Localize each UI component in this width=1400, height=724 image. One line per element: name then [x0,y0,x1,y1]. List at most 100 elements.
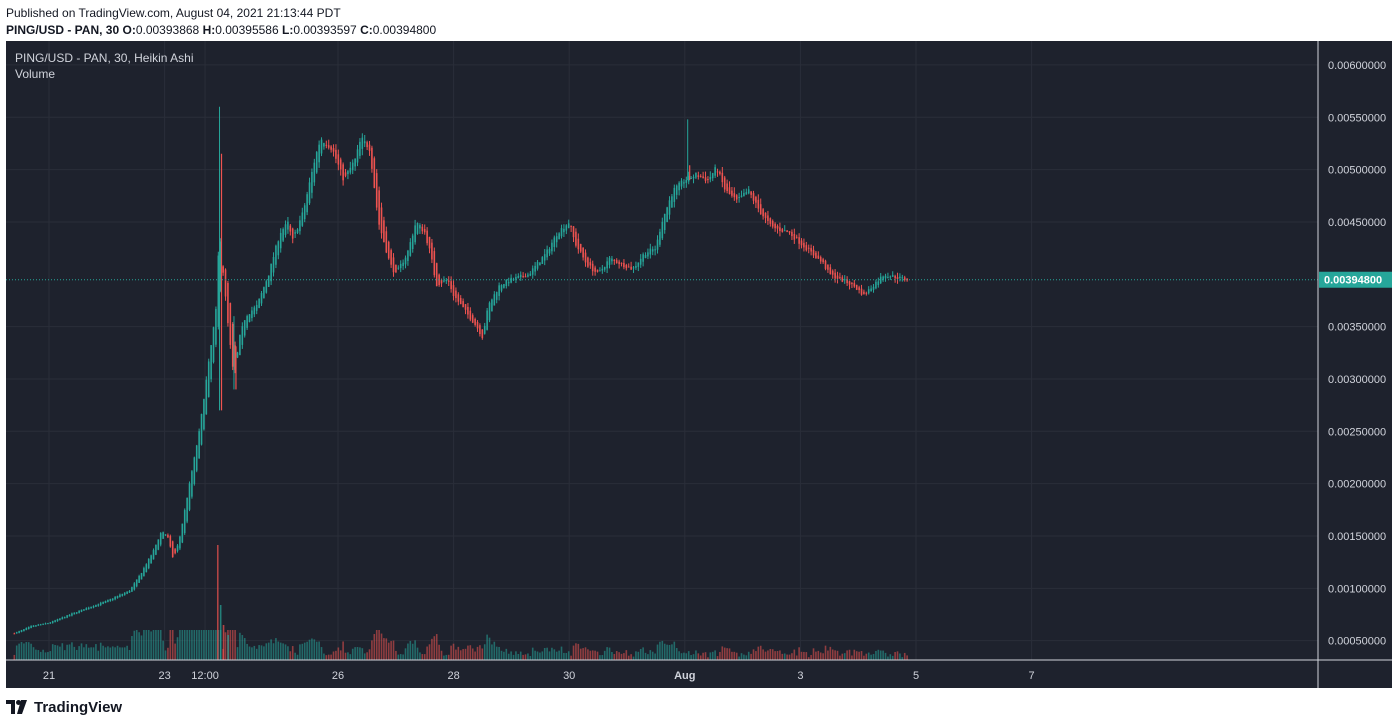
candle-body [42,623,44,625]
volume-bar [313,639,316,660]
candle-body [654,249,656,251]
volume-bar [663,643,666,660]
candle-body [27,626,30,630]
candle-body [284,224,287,235]
volume-bar [783,653,786,660]
candle-body [493,294,496,306]
volume-bar [793,649,796,660]
volume-bar [164,650,167,660]
candle-body [294,232,296,234]
volume-bar [303,642,306,660]
candle-body [762,209,764,217]
volume-bar [378,630,380,660]
volume-bar [519,651,522,660]
price-chart[interactable]: 0.00394800 0.00600000 0.00550000 0.0050000… [6,41,1392,688]
volume-bar [596,651,599,660]
legend-volume: Volume [15,67,55,81]
candle-body [210,345,212,380]
candle-body [18,631,20,633]
volume-bar [541,651,544,660]
candle-body [229,303,232,345]
candle-body [599,270,601,272]
candle-body [517,275,520,279]
volume-bar [644,652,647,660]
candle-body [481,329,484,339]
candle-body [858,287,860,291]
volume-bar [824,645,827,660]
volume-bar [167,647,169,660]
volume-bar [327,654,330,660]
candle-body [102,601,104,604]
candle-body [572,226,575,238]
volume-bar [85,644,88,660]
candle-body [116,595,119,599]
volume-bar [719,651,721,660]
chart-frame[interactable]: 0.00394800 0.00600000 0.00550000 0.0050000… [6,41,1392,688]
volume-bar [536,651,539,660]
candle-body [30,625,32,629]
legend-title: PING/USD - PAN, 30, Heikin Ashi [15,51,194,65]
volume-bar [174,643,176,660]
volume-bar [812,648,815,660]
candle-body [15,632,18,634]
candle-body [251,310,253,319]
candle-body [371,147,373,169]
candle-body [498,285,500,296]
candle-body [582,247,584,258]
volume-bar [296,654,299,660]
volume-bar [349,654,352,660]
candle-body [335,149,337,159]
volume-bar [695,650,697,660]
candle-body [200,414,203,445]
volume-bar [755,651,757,660]
volume-bar [459,650,462,660]
volume-bar [30,643,32,660]
candle-body [71,613,73,616]
candle-body [759,204,762,215]
volume-bar [351,648,354,660]
candle-body [728,187,731,195]
volume-bar [637,651,640,660]
volume-bar [47,652,49,660]
volume-bar [147,630,150,660]
candle-body [395,264,397,273]
candle-body [747,189,750,194]
volume-bar [515,651,517,660]
volume-bar [579,648,582,660]
candle-body [318,144,320,163]
volume-bar [798,647,800,660]
volume-bar [807,657,810,660]
candle-body [567,223,570,228]
candle-body [87,607,90,610]
candle-body [270,263,272,282]
volume-bar [599,655,601,660]
candle-body [534,265,536,272]
candle-body [685,180,688,183]
volume-bar [500,650,503,660]
volume-bar [263,646,265,660]
volume-bar [714,650,716,660]
volume-bar [371,640,373,660]
volume-bar [639,648,642,660]
candle-body [757,199,760,209]
candle-body [248,314,251,322]
volume-bar [668,644,671,660]
x-tick-label: Aug [674,670,695,682]
volume-bar [44,652,47,660]
volume-bar [375,630,378,660]
volume-bar [205,630,208,660]
volume-bar [450,645,452,660]
candle-body [13,633,16,635]
candle-body [325,144,328,146]
volume-bar [433,636,436,660]
candle-body [423,229,426,233]
high-value: 0.00395586 [215,23,279,37]
candle-body [147,558,150,569]
volume-bar [236,647,239,660]
volume-bar [673,641,676,660]
candle-body [702,176,704,178]
volume-bar [827,650,829,660]
volume-bar [224,632,227,660]
y-tick-label: 0.00600000 [1328,60,1386,72]
candle-body [378,190,380,225]
